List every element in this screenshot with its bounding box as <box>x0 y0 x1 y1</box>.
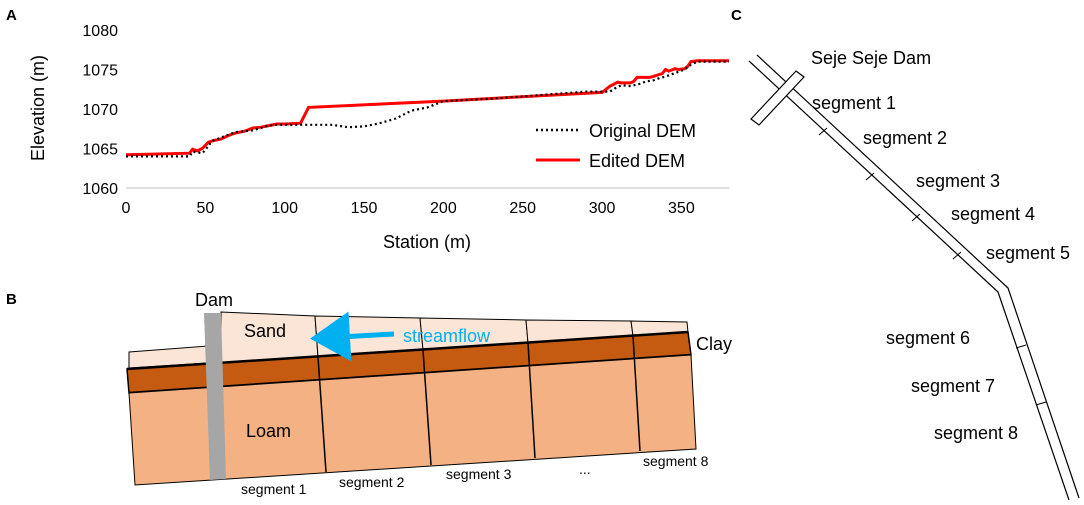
streamflow-label: streamflow <box>403 326 491 346</box>
segment-divider-3 <box>527 342 536 459</box>
segment-tick <box>1035 401 1047 406</box>
sand-label: Sand <box>244 321 286 341</box>
x-ticks: 0 50 100 150 200 250 300 350 <box>122 200 695 217</box>
clay-label: Clay <box>696 334 732 354</box>
y-tick-label: 1075 <box>82 63 118 80</box>
x-tick-label: 250 <box>509 200 536 217</box>
series-line-original-dem <box>126 60 729 158</box>
panel-b: B Dam Sand streamflow Clay Loam segment … <box>6 290 732 497</box>
segment-divider-4 <box>632 335 641 452</box>
streamflow-arrow <box>310 311 395 362</box>
y-axis-label: Elevation (m) <box>28 55 48 161</box>
segment-tick <box>1015 344 1027 349</box>
dam-label: Dam <box>195 290 233 310</box>
segment-divider-1 <box>317 356 327 473</box>
channel-left-bank <box>748 60 1070 501</box>
legend-label-edited: Edited DEM <box>589 151 685 171</box>
panel-label-a: A <box>6 7 17 24</box>
segment-label: segment 8 <box>643 453 709 469</box>
loam-layer <box>128 354 697 486</box>
loam-label: Loam <box>246 421 291 441</box>
x-tick-label: 300 <box>589 200 616 217</box>
segment-label: segment 1 <box>812 93 896 113</box>
panel-label-c: C <box>731 7 742 24</box>
seje-dam-label: Seje Seje Dam <box>811 48 931 68</box>
segment-label: segment 3 <box>446 466 512 482</box>
x-axis-label: Station (m) <box>383 232 471 252</box>
panel-a: A 1060 1065 1070 1075 1080 0 50 100 150 200 250 30… <box>6 7 729 252</box>
segment-label: segment 8 <box>934 423 1018 443</box>
segment-label: segment 6 <box>886 328 970 348</box>
segment-label: segment 1 <box>241 481 307 497</box>
y-tick-label: 1065 <box>82 142 118 159</box>
legend-label-original: Original DEM <box>589 121 696 141</box>
segment-label: ... <box>579 461 591 477</box>
segment-label: segment 5 <box>986 243 1070 263</box>
channel-right-bank <box>756 54 1080 499</box>
x-tick-label: 50 <box>196 200 214 217</box>
y-tick-label: 1070 <box>82 102 118 119</box>
segment-label: segment 4 <box>951 204 1035 224</box>
y-tick-label: 1080 <box>82 23 118 40</box>
segment-label: segment 2 <box>863 128 947 148</box>
x-tick-label: 0 <box>122 200 131 217</box>
panel-label-b: B <box>6 291 17 308</box>
x-tick-label: 100 <box>271 200 298 217</box>
segment-label: segment 7 <box>911 376 995 396</box>
x-tick-label: 350 <box>668 200 695 217</box>
x-tick-label: 200 <box>430 200 457 217</box>
series-line-edited-dem <box>125 59 729 157</box>
legend: Original DEM Edited DEM <box>536 121 696 171</box>
segment-tick <box>952 251 962 260</box>
segment-tick <box>865 172 875 181</box>
segment-tick <box>911 213 921 222</box>
segment-label: segment 3 <box>916 171 1000 191</box>
dam-wall <box>204 313 226 480</box>
segment-divider-2 <box>422 349 432 466</box>
plot-area <box>125 59 729 158</box>
dam-plan <box>750 70 805 126</box>
y-ticks: 1060 1065 1070 1075 1080 <box>82 23 118 198</box>
panel-c: C Seje Seje Dam segment 1 segment 2 segm… <box>731 7 1080 501</box>
y-tick-label: 1060 <box>82 181 118 198</box>
segment-tick <box>818 127 828 136</box>
segment-label: segment 2 <box>339 474 405 490</box>
x-tick-label: 150 <box>351 200 378 217</box>
